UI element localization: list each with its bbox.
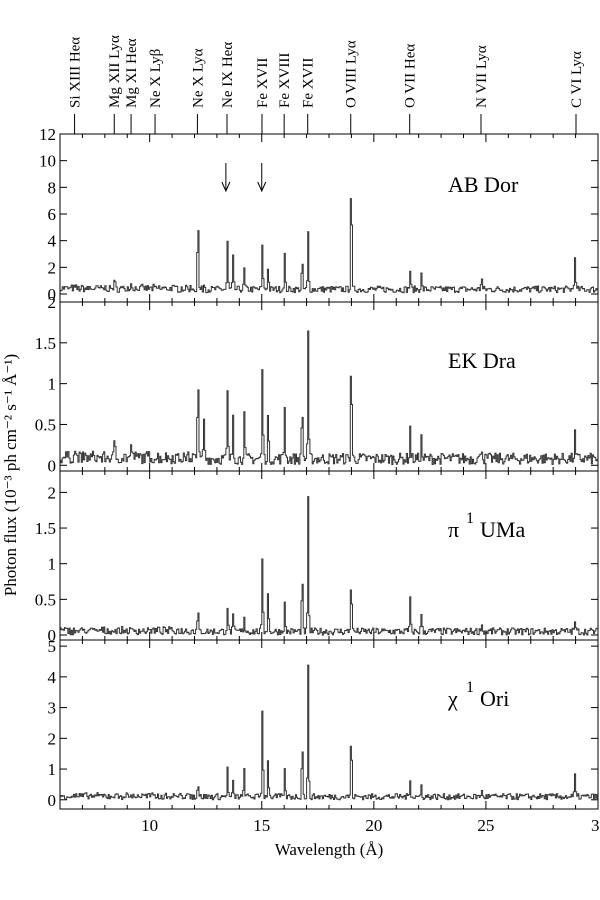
panel-frame (59, 133, 599, 303)
x-axis-title: Wavelength (Å) (275, 840, 384, 859)
y-tick-label: 5 (48, 637, 57, 656)
y-tick-label: 4 (48, 668, 57, 687)
line-id-label: Ne IX Heα (220, 42, 236, 108)
star-name: UMa (480, 517, 525, 542)
star-name: EK Dra (448, 348, 516, 373)
y-tick-label: 0 (48, 285, 57, 304)
x-tick-label: 10 (141, 816, 158, 835)
line-id-label: Fe XVII (301, 58, 317, 108)
panel-frame (59, 301, 599, 472)
spectrum-panel: 0 2 4 6 8 10 12 AB Dor (39, 125, 599, 304)
line-id-layer: Si XIII Heα Mg XII Lyα Mg XI Heα Ne X Lyβ Ne… (68, 35, 585, 134)
spectrum-panel: 00.511.52π 1 UMa (35, 470, 599, 645)
star-greek-symbol: π (448, 517, 459, 542)
star-superscript: 1 (466, 510, 474, 527)
line-id-label: N VII Lyα (474, 45, 490, 108)
y-tick-label: 10 (39, 152, 56, 171)
x-tick-label: 20 (365, 816, 382, 835)
y-tick-label: 1.5 (35, 519, 56, 538)
line-id-label: O VII Heα (403, 44, 419, 108)
y-tick-label: 4 (48, 232, 57, 251)
y-tick-label: 1 (48, 375, 57, 394)
star-name: Ori (480, 686, 509, 711)
star-greek-symbol: χ (447, 686, 458, 711)
line-id-label: C VI Lyα (569, 51, 585, 108)
y-tick-label: 2 (48, 293, 57, 312)
spectrum-series (60, 496, 598, 636)
line-id-label: Si XIII Heα (68, 37, 84, 108)
panel-frame (59, 639, 599, 810)
y-tick-label: 0 (48, 626, 57, 645)
x-tick-label: 25 (477, 816, 494, 835)
star-name: AB Dor (448, 172, 519, 197)
spectrum-panel: 0 0.5 1 1.5 2 EK Dra (35, 293, 599, 475)
spectrum-series (60, 198, 598, 294)
x-tick-label: 3 (591, 816, 600, 835)
arrow-head (221, 181, 231, 193)
spectrum-series (60, 664, 598, 801)
y-tick-label: 0.5 (35, 590, 56, 609)
line-id-label: Mg XII Lyα (107, 35, 123, 108)
y-tick-label: 1.5 (35, 334, 56, 353)
y-tick-label: 8 (48, 178, 57, 197)
x-tick-label: 15 (253, 816, 270, 835)
y-tick-label: 1 (48, 760, 57, 779)
y-tick-label: 6 (48, 205, 57, 224)
line-id-label: Fe XVII (255, 58, 271, 108)
y-tick-label: 12 (39, 125, 56, 144)
line-id-label: O VIII Lyα (344, 40, 360, 108)
arrow-head (257, 181, 267, 193)
y-tick-label: 2 (48, 729, 57, 748)
star-superscript: 1 (466, 679, 474, 696)
y-tick-label: 3 (48, 699, 57, 718)
y-tick-label: 1 (48, 555, 57, 574)
y-tick-label: 2 (48, 258, 57, 277)
y-tick-label: 0 (48, 791, 57, 810)
line-id-label: Ne X Lyα (190, 48, 206, 108)
y-tick-label: 2 (48, 483, 57, 502)
y-axis-title: Photon flux (10⁻³ ph cm⁻² s⁻¹ Å⁻¹) (1, 354, 20, 596)
y-tick-label: 0 (48, 456, 57, 475)
panel-frame (59, 470, 599, 641)
line-id-label: Ne X Lyβ (148, 49, 164, 108)
line-id-label: Mg XI Heα (124, 38, 140, 108)
line-id-label: Fe XVIII (277, 53, 293, 108)
spectrum-series (60, 330, 598, 465)
y-tick-label: 0.5 (35, 415, 56, 434)
